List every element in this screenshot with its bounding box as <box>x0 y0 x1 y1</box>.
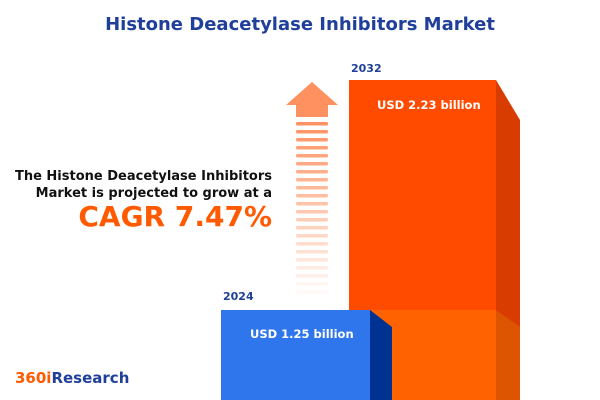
arrow-stripe <box>296 210 328 214</box>
value-2032-label: USD 2.23 billion <box>377 98 481 112</box>
arrow-stripe <box>296 202 328 206</box>
bar-2024-front <box>221 310 370 400</box>
arrow-stripe <box>296 130 328 134</box>
bar-2024-side <box>370 310 392 400</box>
arrow-stripe <box>296 138 328 142</box>
page-title: Histone Deacetylase Inhibitors Market <box>105 14 495 35</box>
arrow-stripe <box>296 266 328 270</box>
bar-2032-lower-side <box>496 310 520 400</box>
arrow-stripe <box>296 290 328 294</box>
logo-part-2: Research <box>51 369 130 387</box>
cagr-value: CAGR 7.47% <box>78 200 272 233</box>
value-2024-label: USD 1.25 billion <box>250 327 354 341</box>
arrow-stripe <box>296 242 328 246</box>
arrow-stripe <box>296 274 328 278</box>
logo-part-1: 360i <box>15 369 52 387</box>
arrow-stripe <box>296 122 328 126</box>
arrow-stripe <box>296 250 328 254</box>
arrow-stripe <box>296 258 328 262</box>
arrow-stripe <box>296 218 328 222</box>
arrow-stripe <box>296 234 328 238</box>
description-line-2: Market is projected to grow at a <box>35 186 272 201</box>
arrow-stripe <box>296 186 328 190</box>
arrow-stripe <box>296 226 328 230</box>
up-arrow-icon <box>286 82 338 294</box>
arrow-stripe <box>296 194 328 198</box>
arrow-stripe <box>296 162 328 166</box>
year-2024-label: 2024 <box>223 290 254 303</box>
arrow-stripe <box>296 170 328 174</box>
arrow-stripe <box>296 154 328 158</box>
arrow-stripe <box>296 146 328 150</box>
year-2032-label: 2032 <box>351 62 382 75</box>
logo: 360iResearch <box>15 369 129 387</box>
description-line-1: The Histone Deacetylase Inhibitors <box>14 169 272 184</box>
arrow-stripe <box>296 282 328 286</box>
arrow-stripe <box>296 178 328 182</box>
